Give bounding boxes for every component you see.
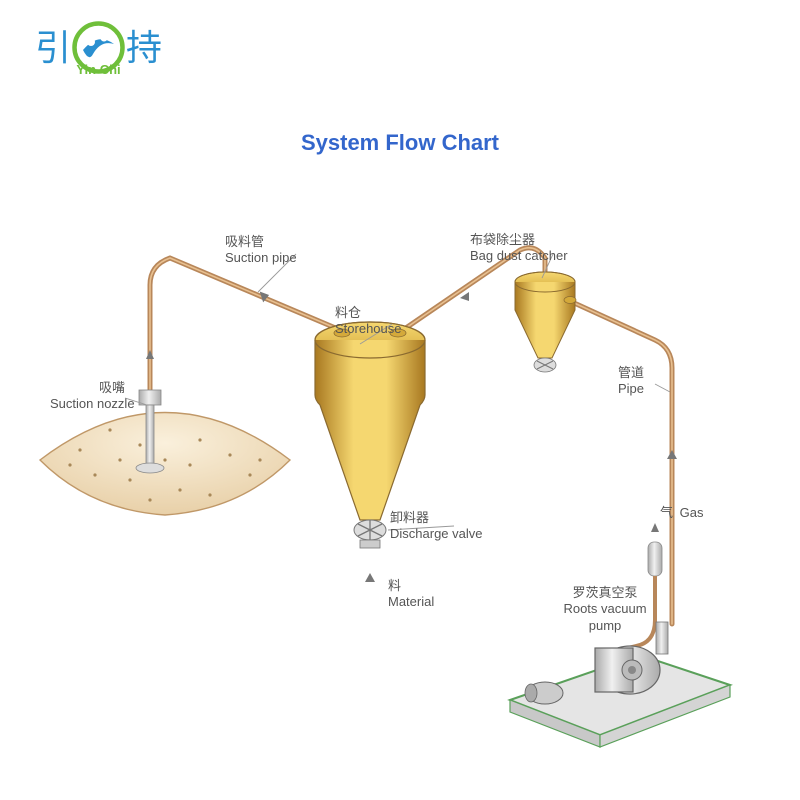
label-suction-pipe: 吸料管 Suction pipe [225,234,297,267]
label-pipe: 管道 Pipe [618,365,644,398]
bag-dust-catcher [515,272,576,372]
label-bag-dust: 布袋除尘器 Bag dust catcher [470,232,568,265]
material-pile [40,413,290,516]
label-gas: 气 Gas [660,505,703,521]
label-pump: 罗茨真空泵 Roots vacuum pump [545,585,665,634]
discharge-valve [354,520,386,548]
label-suction-nozzle: 吸嘴 Suction nozzle [50,380,125,413]
diagram-canvas: 引 Yin Chi 持 System Flow Chart [0,0,800,800]
roots-pump [510,622,730,747]
label-storehouse: 料仓 Storehouse [335,305,402,338]
label-material: 料 Material [388,578,434,611]
label-discharge: 卸料器 Discharge valve [390,510,483,543]
